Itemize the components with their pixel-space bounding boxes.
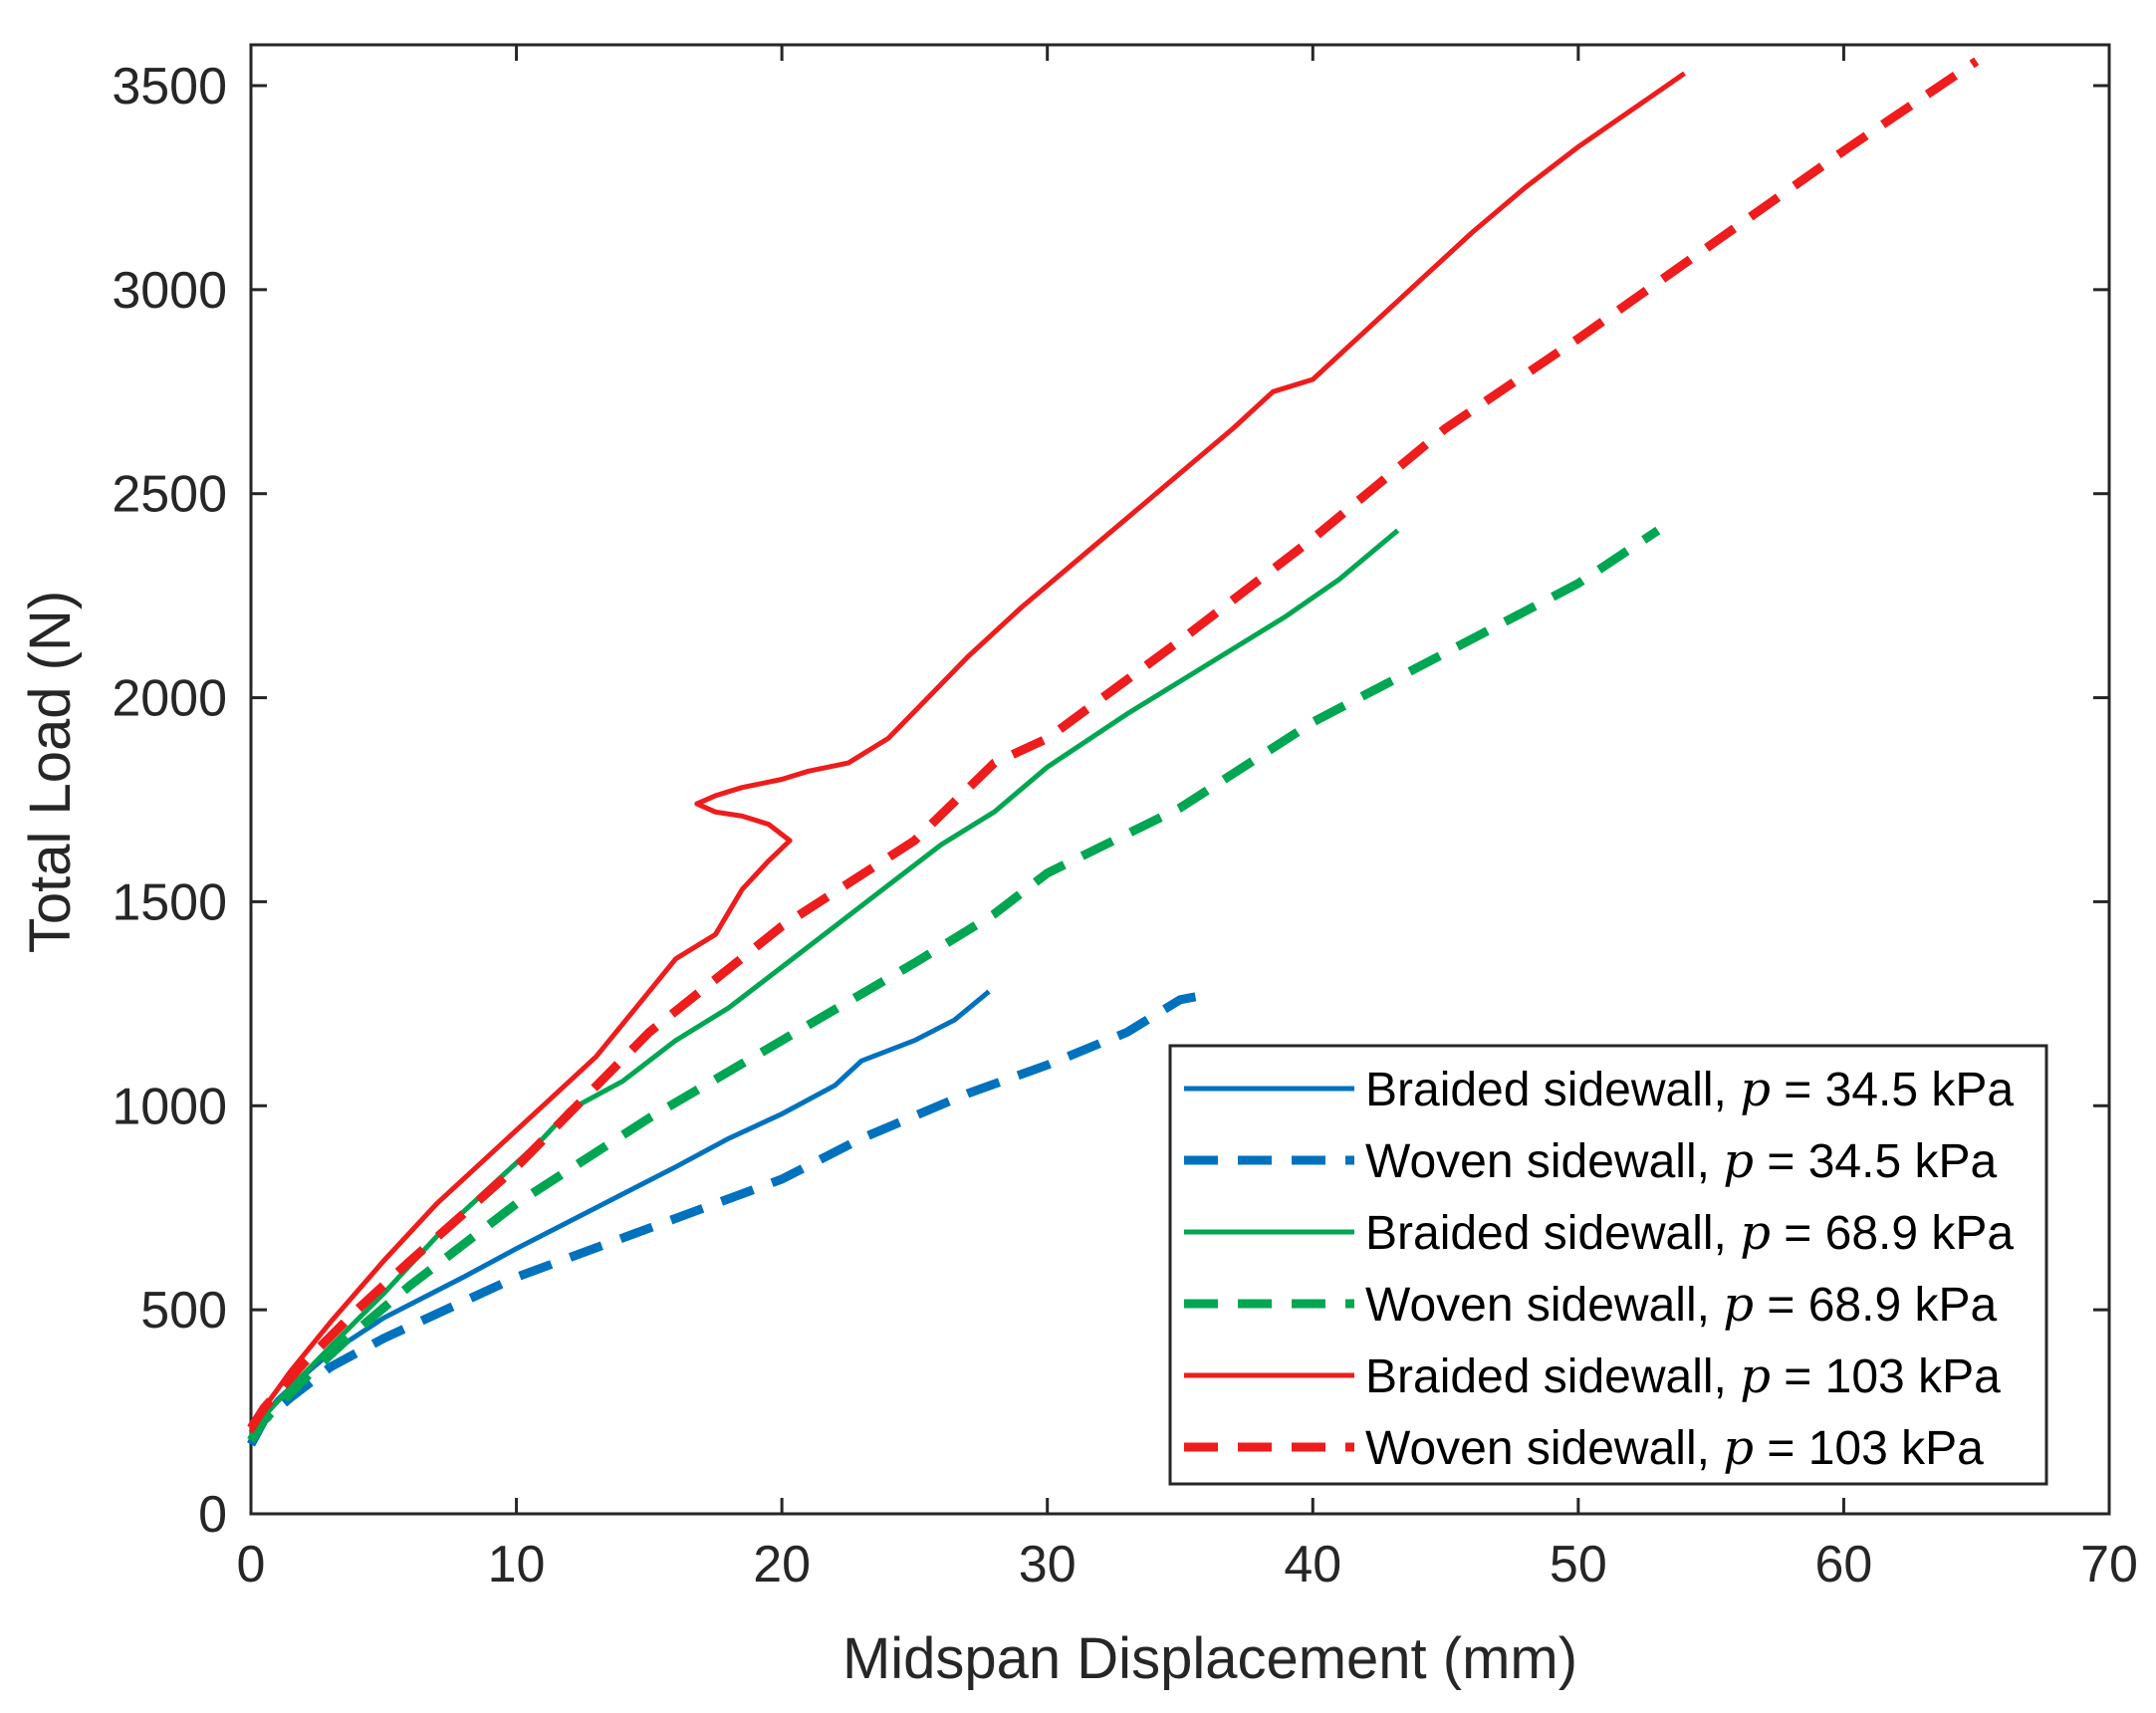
legend-entry-label: Braided sidewall, p = 34.5 kPa [1365,1062,2014,1117]
legend-entry-label: Woven sidewall, p = 103 kPa [1365,1420,1984,1476]
legend-label-symbol: p [1723,1133,1754,1189]
legend-label-symbol: p [1723,1277,1754,1333]
legend-box [1168,1044,2048,1486]
x-tick-label: 10 [488,1536,546,1593]
legend-label-prefix: Braided sidewall, [1365,1350,1740,1403]
series-line-6 [247,57,1980,1431]
y-tick-label: 1000 [112,1078,227,1135]
legend-label-prefix: Woven sidewall, [1365,1422,1723,1475]
legend-label-symbol: p [1740,1205,1771,1261]
legend-label-suffix: = 103 kPa [1771,1350,2001,1403]
legend-label-symbol: p [1723,1420,1754,1476]
series-line-4 [247,526,1661,1443]
legend-label-prefix: Braided sidewall, [1365,1207,1740,1260]
x-tick-label: 30 [1019,1536,1077,1593]
legend-label-suffix: = 68.9 kPa [1754,1279,1997,1332]
legend-label-prefix: Woven sidewall, [1365,1135,1723,1188]
legend-label-symbol: p [1740,1348,1771,1404]
y-tick-label: 2500 [112,466,227,524]
plot-frame [249,43,2111,1516]
x-tick-label: 50 [1550,1536,1607,1593]
legend-label-suffix: = 103 kPa [1754,1422,1984,1475]
legend-entry-label: Braided sidewall, p = 103 kPa [1365,1348,2001,1404]
series-line-5 [248,71,1686,1434]
series-line-2 [247,991,1203,1447]
series-line-3 [248,528,1400,1438]
legend-entry-label: Woven sidewall, p = 68.9 kPa [1365,1277,1997,1333]
x-tick-label: 40 [1284,1536,1341,1593]
axes: 0 10 20 30 40 50 60 70 0 500 1000 1500 2000 2500 3000 3… [112,43,2138,1593]
legend-label-suffix: = 34.5 kPa [1771,1064,2014,1116]
legend-entry-label: Braided sidewall, p = 68.9 kPa [1365,1205,2014,1261]
legend-label-suffix: = 34.5 kPa [1754,1135,1997,1188]
x-tick-label: 20 [753,1536,811,1593]
legend-entry-label: Woven sidewall, p = 34.5 kPa [1365,1133,1997,1189]
y-tick-label: 500 [140,1282,227,1340]
plot-series [247,57,1980,1447]
y-tick-label: 1500 [112,873,227,931]
y-tick-label: 2000 [112,670,227,728]
legend-label-suffix: = 68.9 kPa [1771,1207,2014,1260]
y-tick-label: 3500 [112,58,227,116]
legend-label-symbol: p [1740,1062,1771,1117]
x-axis-label: Midspan Displacement (mm) [842,1626,1577,1691]
x-tick-label: 0 [237,1536,266,1593]
x-tick-label: 70 [2080,1536,2138,1593]
y-tick-label: 3000 [112,262,227,320]
legend-label-prefix: Woven sidewall, [1365,1279,1723,1332]
y-axis-label: Total Load (N) [18,591,83,953]
y-tick-label: 0 [198,1486,227,1544]
x-tick-label: 60 [1815,1536,1873,1593]
legend-label-prefix: Braided sidewall, [1365,1064,1740,1116]
series-line-1 [248,989,991,1442]
